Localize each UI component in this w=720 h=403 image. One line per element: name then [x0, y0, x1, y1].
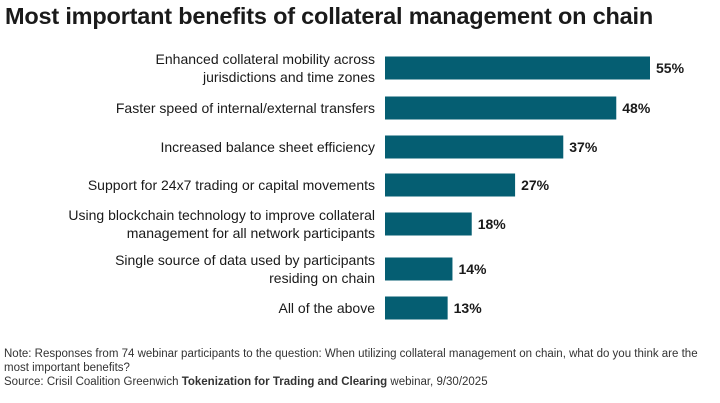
bar [385, 96, 617, 120]
source-suffix: webinar, 9/30/2025 [387, 376, 488, 388]
value-label: 27% [521, 177, 550, 193]
bar-chart: 55% Enhanced collateral mobility across ju… [68, 51, 685, 320]
bar [385, 135, 564, 159]
category-label-line: Faster speed of internal/external transf… [116, 100, 375, 116]
category-label: Increased balance sheet efficiency [160, 139, 375, 155]
category-label: Single source of data used by participan… [115, 252, 375, 286]
bar [385, 212, 472, 236]
category-label: Enhanced collateral mobility across juris… [156, 51, 375, 85]
chart-notes: Note: Responses from 74 webinar particip… [4, 347, 716, 389]
category-label-line: All of the above [278, 300, 375, 316]
category-label-line: management for all network participants [127, 225, 375, 241]
bar [385, 56, 650, 80]
category-label: Using blockchain technology to improve c… [68, 207, 375, 241]
value-label: 13% [454, 300, 483, 316]
category-label-line: Support for 24x7 trading or capital move… [88, 177, 375, 193]
value-label: 48% [622, 100, 651, 116]
value-label: 18% [478, 216, 507, 232]
category-label-line: residing on chain [269, 270, 375, 286]
category-label: Faster speed of internal/external transf… [116, 100, 375, 116]
category-label: All of the above [278, 300, 375, 316]
bar [385, 173, 516, 197]
source-text: Source: Crisil Coalition Greenwich Token… [4, 375, 716, 389]
source-title: Tokenization for Trading and Clearing [181, 376, 388, 388]
value-label: 55% [656, 60, 685, 76]
category-label-line: Increased balance sheet efficiency [160, 139, 375, 155]
category-label-line: Using blockchain technology to improve c… [68, 207, 375, 223]
note-text: Note: Responses from 74 webinar particip… [4, 348, 698, 374]
chart-title: Most important benefits of collateral ma… [5, 3, 654, 29]
category-label-line: Single source of data used by participan… [115, 252, 375, 268]
category-label-line: jurisdictions and time zones [202, 69, 375, 85]
value-label: 14% [458, 261, 487, 277]
category-label-line: Enhanced collateral mobility across [156, 51, 375, 67]
value-label: 37% [569, 139, 598, 155]
category-label: Support for 24x7 trading or capital move… [88, 177, 375, 193]
source-prefix: Source: Crisil Coalition Greenwich [4, 376, 182, 388]
bar [385, 296, 448, 320]
bar [385, 257, 453, 281]
